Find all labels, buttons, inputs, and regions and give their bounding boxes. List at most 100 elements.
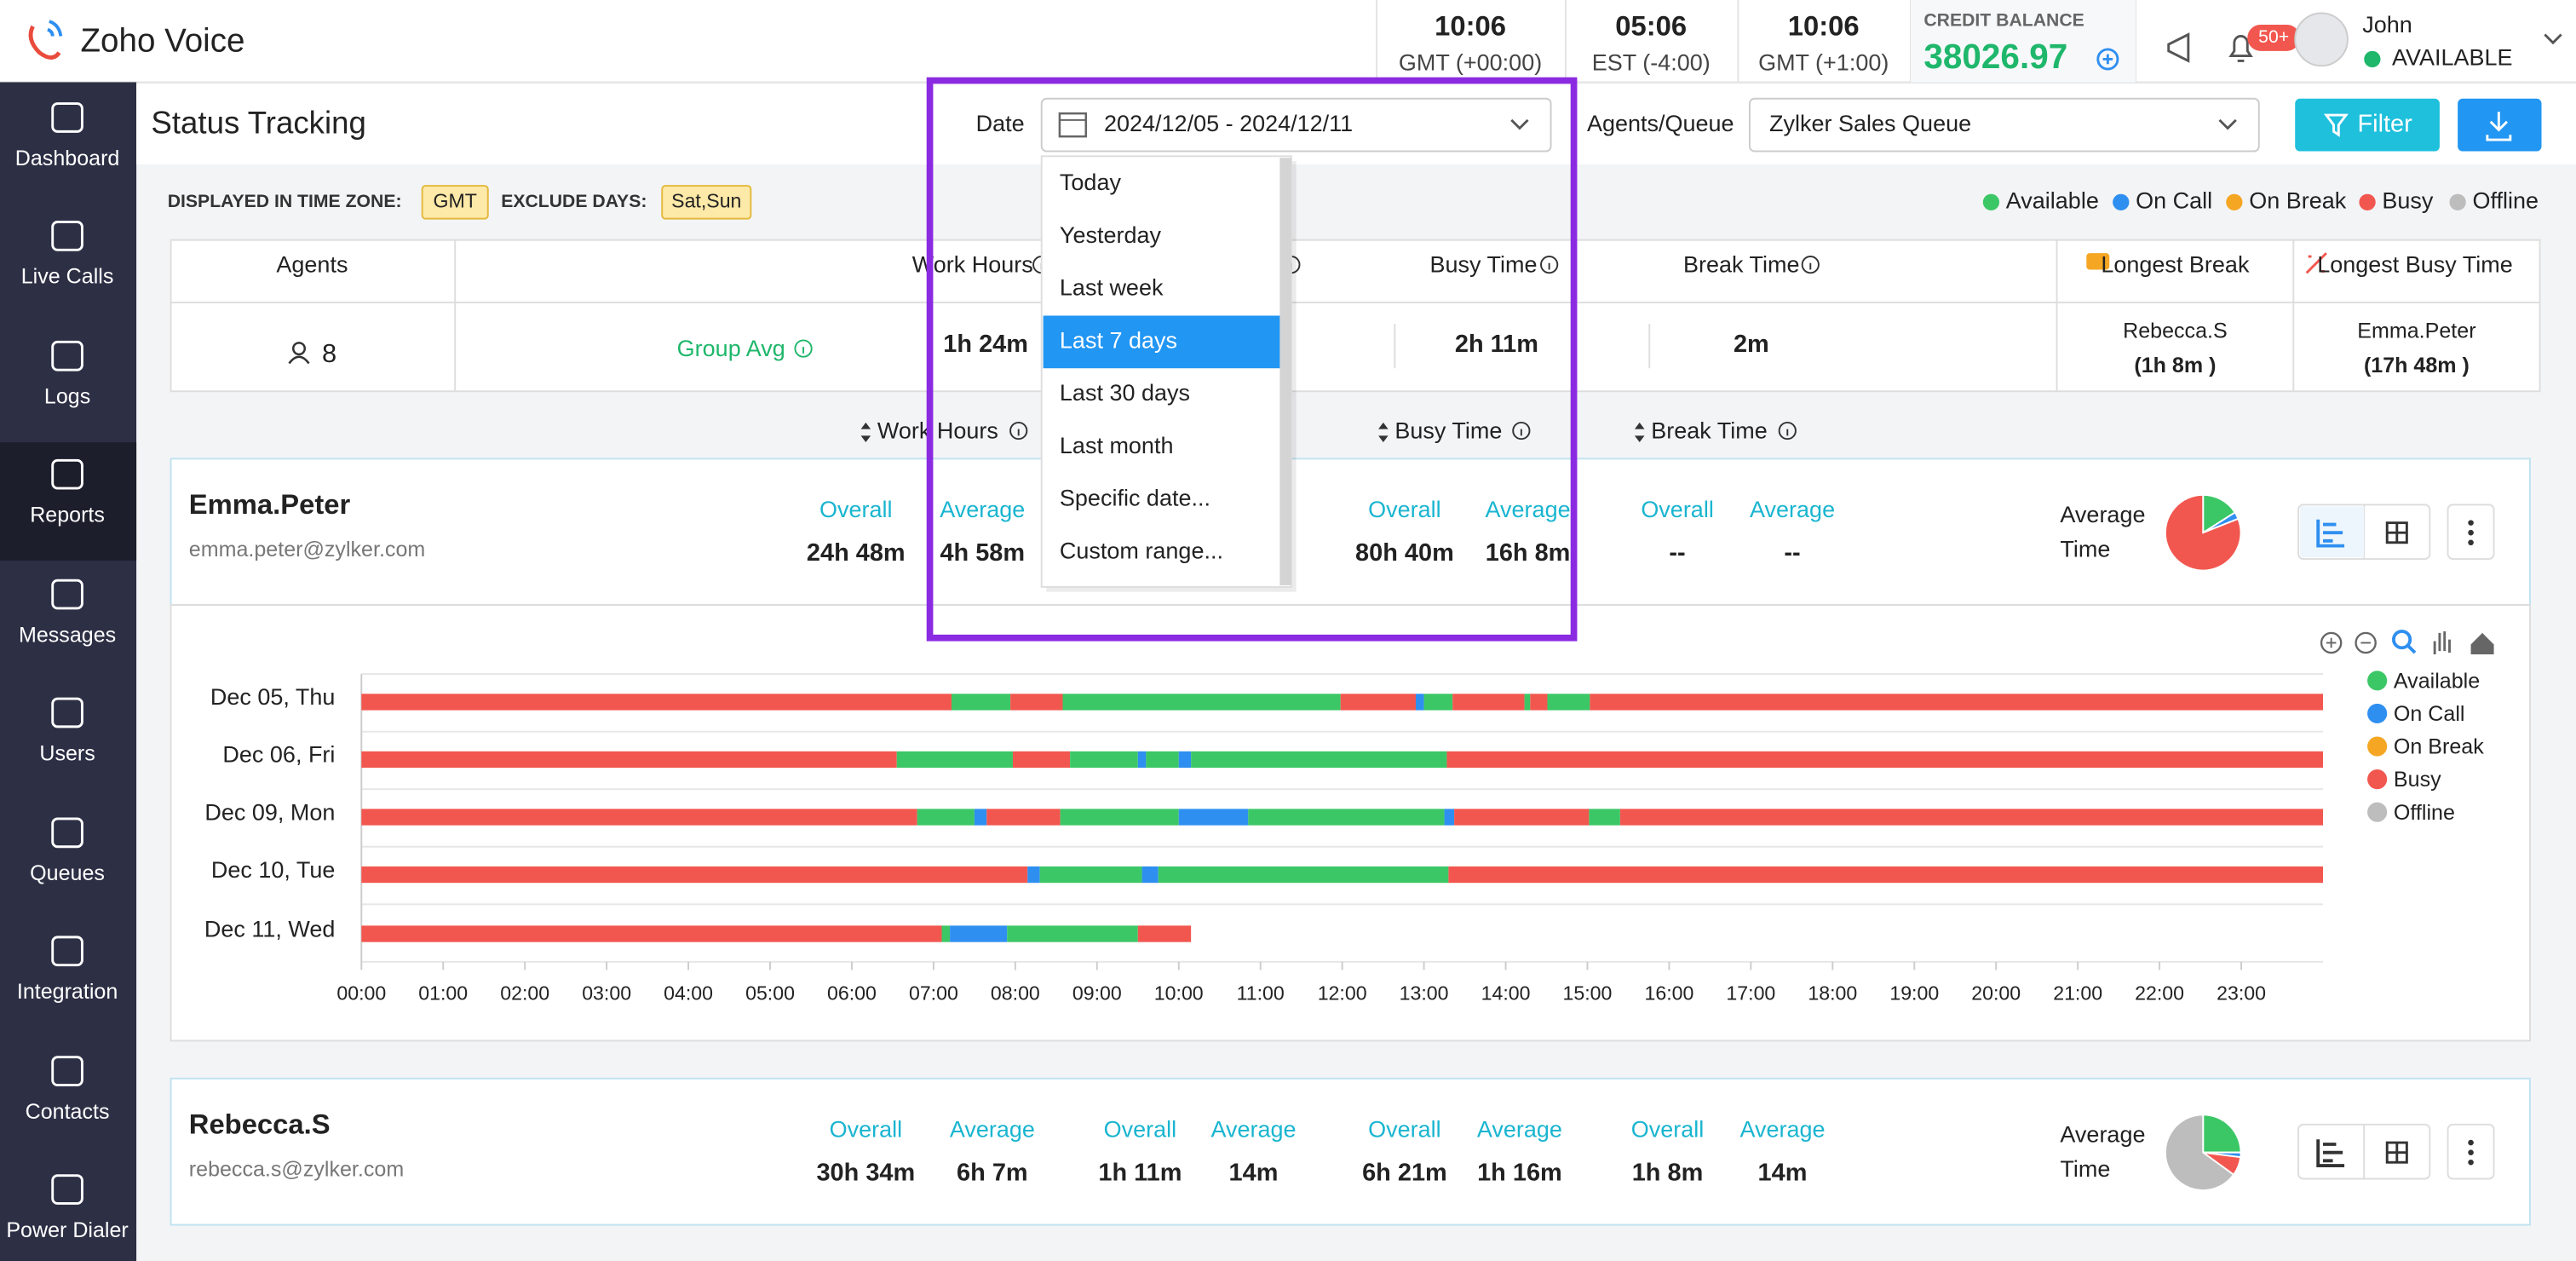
menu-option[interactable]: Last week <box>1060 275 1164 301</box>
zoom-select[interactable] <box>2392 630 2412 650</box>
queue-label: Agents/Queue <box>1587 111 1734 136</box>
status-segment <box>1137 751 1147 769</box>
grid-view-icon <box>2387 522 2407 543</box>
nav-icon <box>51 102 83 133</box>
x-tick-label: 07:00 <box>909 982 958 1005</box>
nav-item[interactable]: Power Dialer <box>6 1218 128 1242</box>
nav-item[interactable]: Queues <box>30 861 105 885</box>
status-segment <box>1547 694 1590 711</box>
chart-legend-dot <box>2367 671 2388 691</box>
status-segment <box>1137 925 1192 942</box>
menu-option[interactable]: Specific date... <box>1060 486 1210 511</box>
average-time-label: Average <box>2060 1121 2145 1147</box>
queue-chevron <box>2218 118 2237 130</box>
status-segment <box>1446 751 2323 769</box>
stat-average: 1h 16m <box>1477 1159 1562 1186</box>
status-segment <box>1141 866 1159 884</box>
day-label: Dec 09, Mon <box>204 799 335 825</box>
x-tick-label: 13:00 <box>1400 982 1449 1005</box>
status-segment <box>1423 694 1453 711</box>
queue-select[interactable] <box>1748 97 2260 153</box>
status-segment <box>1444 809 1455 826</box>
nav-item[interactable]: Logs <box>44 385 90 409</box>
status-segment <box>1146 751 1179 769</box>
stat-overall: -- <box>1669 539 1685 567</box>
menu-option[interactable]: Today <box>1060 170 1122 195</box>
legend-dot <box>2113 193 2130 210</box>
agent-name: Emma.Peter <box>189 488 351 520</box>
logo <box>47 20 63 37</box>
status-segment <box>974 809 987 826</box>
agent-card <box>170 458 2531 607</box>
more-icon <box>2468 1149 2474 1155</box>
longest-busy: (17h 48m ) <box>2364 354 2470 377</box>
nav-item[interactable]: Reports <box>30 504 105 527</box>
longest-break-agent: Rebecca.S <box>2123 319 2228 343</box>
menu-option[interactable]: Custom range... <box>1060 538 1223 563</box>
status-segment <box>1590 694 2323 711</box>
nav-item[interactable]: Integration <box>17 980 118 1004</box>
status-segment <box>941 925 951 942</box>
stat-average: 14m <box>1229 1159 1279 1186</box>
menu-option[interactable]: Last 7 days <box>1060 327 1177 353</box>
status-segment <box>1012 751 1071 769</box>
menu-option[interactable]: Last 30 days <box>1060 380 1190 406</box>
date-select[interactable] <box>1040 97 1552 153</box>
column-header: Longest Busy Time <box>2317 252 2513 278</box>
zoom-control[interactable] <box>2320 631 2343 654</box>
longest-break: (1h 8m ) <box>2134 354 2216 377</box>
status-segment <box>1448 866 2323 884</box>
exclude-tag <box>661 185 752 220</box>
legend-dot <box>2359 193 2376 210</box>
avg-busy: 2h 11m <box>1455 331 1538 358</box>
user-status: AVAILABLE <box>2392 45 2513 71</box>
chart-legend-item: On Break <box>2394 735 2484 759</box>
status-segment <box>1178 751 1192 769</box>
status-segment <box>1007 925 1138 942</box>
zoom-control[interactable] <box>2355 631 2377 654</box>
sort-header[interactable]: Break Time <box>1651 418 1768 444</box>
timezone-label: DISPLAYED IN TIME ZONE: <box>168 192 402 211</box>
legend-item: Offline <box>2473 187 2539 213</box>
nav-icon <box>51 458 83 490</box>
chart-legend-dot <box>2367 703 2388 724</box>
avg-work: 1h 24m <box>943 331 1028 358</box>
exclude-label: EXCLUDE DAYS: <box>501 192 647 211</box>
nav-item[interactable]: Dashboard <box>15 147 120 170</box>
column-header: Busy Time <box>1429 252 1537 278</box>
menu-option[interactable]: Yesterday <box>1060 222 1162 248</box>
sort-header[interactable]: Busy Time <box>1394 418 1502 444</box>
column-header: Agents <box>276 252 348 278</box>
sort-icon <box>1378 422 1389 443</box>
credit-panel <box>1910 0 2136 83</box>
nav-item[interactable]: Contacts <box>26 1100 110 1124</box>
filter-button[interactable] <box>2295 98 2440 152</box>
add-credit[interactable] <box>2096 48 2119 71</box>
nav-item[interactable]: Users <box>39 741 95 765</box>
date-chevron <box>1510 118 1529 130</box>
bar-view-icon <box>2316 1139 2345 1168</box>
agent-name: Rebecca.S <box>189 1108 331 1139</box>
nav-icon <box>51 697 83 728</box>
x-tick-label: 12:00 <box>1318 982 1367 1005</box>
status-segment <box>1010 694 1063 711</box>
menu-option[interactable]: Last month <box>1060 433 1174 458</box>
more-icon <box>2468 529 2474 536</box>
sort-header[interactable]: Work Hours <box>877 418 998 444</box>
x-tick-label: 22:00 <box>2135 982 2184 1005</box>
agent-count: 8 <box>322 338 336 368</box>
cup-icon <box>2086 253 2110 270</box>
info-icon <box>1801 256 1820 274</box>
nav-item[interactable]: Messages <box>19 623 116 647</box>
highlight-box <box>926 77 1578 642</box>
stat-average: 14m <box>1758 1159 1808 1186</box>
stat-overall: 80h 40m <box>1355 539 1454 567</box>
stat-label: Average <box>1750 497 1835 522</box>
info-icon <box>1778 421 1797 440</box>
x-tick-label: 19:00 <box>1889 982 1939 1005</box>
nav-icon <box>51 579 83 610</box>
avatar[interactable] <box>2294 12 2349 67</box>
x-tick-label: 20:00 <box>1971 982 2021 1005</box>
nav-item[interactable]: Live Calls <box>21 265 114 289</box>
status-segment <box>1178 809 1249 826</box>
